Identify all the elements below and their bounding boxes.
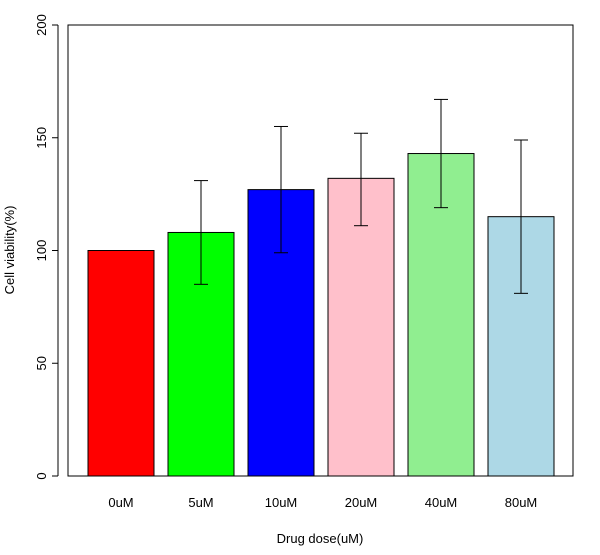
bar-0uM xyxy=(87,250,155,477)
y-axis-label: Cell viability(%) xyxy=(2,206,17,295)
x-tick-label: 10uM xyxy=(265,495,298,510)
x-axis-label: Drug dose(uM) xyxy=(277,531,364,546)
x-axis-tick-labels: 0uM 5uM 10uM 20uM 40uM 80uM xyxy=(108,495,537,510)
x-tick-label: 40uM xyxy=(425,495,458,510)
y-tick-label: 100 xyxy=(34,240,49,262)
x-tick-label: 80uM xyxy=(505,495,538,510)
bars xyxy=(87,153,555,477)
y-tick-label: 200 xyxy=(34,14,49,36)
x-tick-label: 5uM xyxy=(188,495,213,510)
x-tick-label: 20uM xyxy=(345,495,378,510)
bar-20uM xyxy=(327,177,395,477)
y-axis: 0 50 100 150 200 xyxy=(34,14,59,480)
y-tick-label: 50 xyxy=(34,356,49,370)
x-tick-label: 0uM xyxy=(108,495,133,510)
bar-80uM xyxy=(487,216,555,477)
y-tick-label: 0 xyxy=(34,472,49,479)
plot-box xyxy=(67,24,574,477)
error-bars xyxy=(194,98,528,294)
y-tick-label: 150 xyxy=(34,127,49,149)
